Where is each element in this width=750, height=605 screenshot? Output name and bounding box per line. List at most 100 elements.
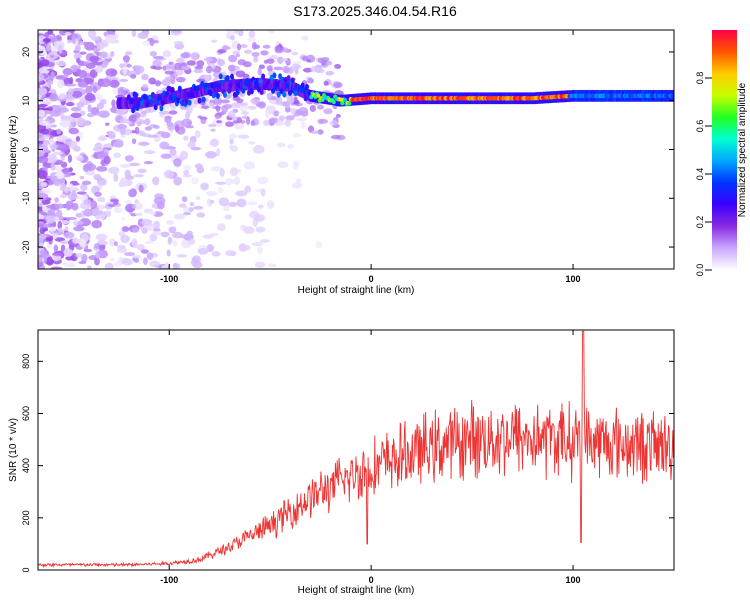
noise-cell bbox=[168, 226, 177, 234]
ridge-cell bbox=[272, 72, 277, 79]
noise-cell bbox=[173, 176, 183, 186]
noise-cell bbox=[122, 87, 127, 91]
noise-cell bbox=[224, 250, 237, 257]
noise-cell bbox=[317, 104, 325, 110]
colorbar-tick-label: 0.4 bbox=[695, 168, 705, 181]
noise-cell bbox=[248, 141, 256, 145]
noise-cell bbox=[163, 169, 175, 179]
noise-cell bbox=[251, 242, 264, 247]
noise-cell bbox=[38, 155, 49, 164]
noise-cell bbox=[55, 209, 63, 219]
noise-cell bbox=[95, 233, 108, 241]
noise-cell bbox=[38, 109, 45, 118]
noise-cell bbox=[40, 226, 46, 230]
noise-cell bbox=[74, 45, 81, 52]
noise-cell bbox=[46, 256, 54, 265]
noise-cell bbox=[85, 79, 94, 85]
y-tick-label: -20 bbox=[21, 241, 31, 254]
ridge-cell bbox=[303, 95, 308, 102]
noise-cell bbox=[96, 42, 105, 50]
noise-cell bbox=[150, 65, 156, 70]
noise-cell bbox=[253, 55, 259, 63]
noise-cell bbox=[77, 220, 84, 226]
noise-cell bbox=[126, 120, 133, 125]
noise-cell bbox=[251, 41, 257, 50]
noise-cell bbox=[119, 163, 131, 168]
noise-cell bbox=[291, 113, 299, 117]
noise-cell bbox=[40, 182, 48, 188]
noise-cell bbox=[40, 59, 50, 67]
noise-cell bbox=[132, 255, 142, 259]
noise-cell bbox=[333, 81, 343, 89]
noise-cell bbox=[186, 60, 196, 66]
noise-cell bbox=[135, 65, 145, 74]
noise-cell bbox=[133, 244, 144, 249]
noise-cell bbox=[80, 183, 88, 192]
noise-cell bbox=[58, 227, 63, 233]
noise-cell bbox=[210, 39, 218, 43]
noise-cell bbox=[293, 96, 298, 104]
noise-cell bbox=[119, 177, 128, 186]
noise-cell bbox=[179, 150, 189, 160]
ridge-cell bbox=[133, 92, 138, 99]
noise-cell bbox=[89, 69, 98, 79]
noise-cell bbox=[204, 74, 210, 82]
ridge-cell bbox=[275, 81, 280, 88]
noise-cell bbox=[50, 124, 57, 128]
y-tick-label: 600 bbox=[21, 406, 31, 421]
ridge-cell bbox=[190, 92, 195, 99]
noise-cell bbox=[85, 163, 97, 172]
ridge-cell bbox=[286, 74, 291, 81]
noise-cell bbox=[260, 188, 266, 197]
noise-cell bbox=[217, 58, 226, 67]
ridge-cell bbox=[157, 95, 162, 102]
noise-cell bbox=[254, 214, 266, 222]
noise-cell bbox=[216, 148, 221, 157]
noise-cell bbox=[298, 107, 309, 115]
noise-cell bbox=[295, 178, 302, 185]
y-tick-label: 20 bbox=[21, 47, 31, 57]
spectrogram-y-label: Frequency (Hz) bbox=[8, 116, 19, 185]
noise-cell bbox=[65, 216, 78, 221]
noise-cell bbox=[228, 133, 238, 140]
ridge-cell bbox=[241, 87, 246, 94]
noise-cell bbox=[277, 161, 289, 168]
noise-cell bbox=[187, 141, 196, 149]
noise-cell bbox=[152, 176, 160, 186]
noise-cell bbox=[134, 173, 144, 178]
noise-cell bbox=[196, 212, 206, 218]
noise-cell bbox=[56, 128, 62, 135]
noise-cell bbox=[54, 197, 59, 203]
noise-cell bbox=[107, 203, 116, 208]
noise-cell bbox=[153, 220, 160, 230]
ridge-cell bbox=[213, 82, 218, 89]
ridge-cell bbox=[331, 99, 336, 105]
noise-cell bbox=[64, 187, 69, 194]
noise-cell bbox=[257, 176, 269, 185]
noise-cell bbox=[263, 119, 270, 127]
noise-cell bbox=[58, 92, 66, 100]
noise-cell bbox=[149, 38, 155, 47]
noise-cell bbox=[38, 223, 45, 227]
noise-cell bbox=[38, 88, 48, 96]
noise-cell bbox=[247, 37, 256, 43]
noise-cell bbox=[321, 60, 326, 66]
noise-cell bbox=[138, 141, 150, 146]
noise-cell bbox=[58, 44, 63, 54]
x-tick-label: -100 bbox=[160, 274, 178, 284]
noise-cell bbox=[38, 140, 44, 145]
noise-cell bbox=[87, 265, 92, 269]
noise-cell bbox=[90, 36, 100, 41]
noise-cell bbox=[126, 64, 132, 68]
x-tick-label: 0 bbox=[369, 575, 374, 585]
noise-cell bbox=[284, 119, 292, 127]
noise-cell bbox=[175, 57, 185, 64]
noise-cell bbox=[225, 177, 233, 186]
noise-cell bbox=[96, 165, 108, 172]
noise-cell bbox=[335, 114, 341, 118]
noise-cell bbox=[38, 199, 42, 204]
y-tick-label: 400 bbox=[21, 458, 31, 473]
noise-cell bbox=[94, 65, 104, 73]
ridge-cell bbox=[290, 77, 295, 84]
noise-cell bbox=[325, 70, 335, 76]
